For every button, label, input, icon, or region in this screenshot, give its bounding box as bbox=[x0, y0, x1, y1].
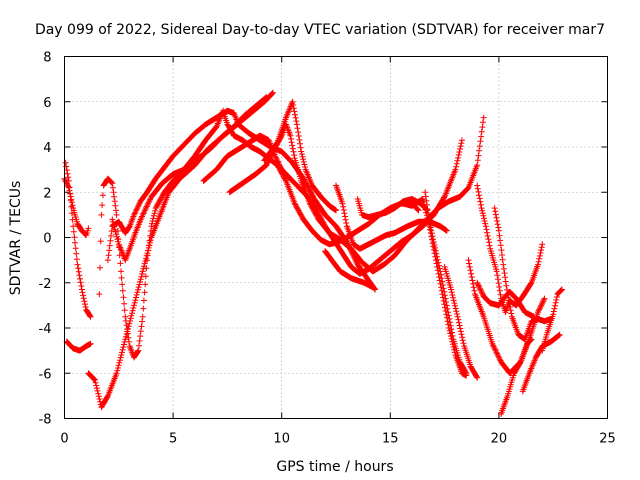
series-arc-15 bbox=[422, 189, 470, 377]
data-marks bbox=[61, 89, 565, 417]
x-tick-label: 20 bbox=[491, 432, 508, 447]
y-axis-label: SDTVAR / TECUs bbox=[8, 181, 24, 296]
x-tick-label: 0 bbox=[60, 432, 68, 447]
x-tick-label: 10 bbox=[273, 432, 290, 447]
y-tick-label: 6 bbox=[43, 96, 51, 111]
series-arc-21 bbox=[498, 336, 535, 417]
y-tick-label: -6 bbox=[39, 367, 52, 382]
plus-markers bbox=[491, 205, 554, 343]
plus-markers bbox=[63, 338, 94, 354]
series-arc-2 bbox=[62, 159, 94, 320]
plus-markers bbox=[498, 336, 535, 417]
y-tick-label: -2 bbox=[39, 277, 52, 292]
plus-markers bbox=[539, 286, 565, 354]
plus-markers bbox=[62, 159, 94, 320]
plot-frame bbox=[64, 56, 608, 419]
plus-markers bbox=[474, 279, 537, 320]
series-arc-19 bbox=[491, 205, 554, 343]
axis-ticks: 0 5 10 15 20 25 -8 -6 -4 -2 0 2 4 6 8 bbox=[39, 51, 616, 447]
series-arc-1 bbox=[61, 175, 92, 239]
series-arc-20 bbox=[474, 279, 537, 320]
plus-markers bbox=[474, 182, 546, 316]
y-tick-label: -8 bbox=[39, 413, 52, 428]
x-tick-label: 25 bbox=[599, 432, 616, 447]
plus-markers bbox=[261, 98, 339, 214]
plus-markers bbox=[61, 175, 92, 239]
plus-markers bbox=[441, 263, 481, 381]
y-tick-label: 4 bbox=[43, 141, 51, 156]
y-tick-label: 0 bbox=[43, 232, 51, 247]
series-arc-3 bbox=[63, 338, 94, 354]
plus-markers bbox=[322, 248, 376, 291]
series-arc-10 bbox=[261, 98, 339, 214]
series-arc-16 bbox=[441, 263, 481, 381]
series-arc-11 bbox=[322, 248, 376, 291]
y-tick-label: -4 bbox=[39, 322, 52, 337]
series-arc-18 bbox=[474, 182, 546, 316]
x-tick-label: 15 bbox=[382, 432, 399, 447]
plus-markers bbox=[85, 89, 276, 411]
x-axis-label: GPS time / hours bbox=[276, 459, 393, 475]
plus-markers bbox=[333, 182, 450, 252]
series-arc-12 bbox=[333, 182, 450, 252]
y-tick-label: 2 bbox=[43, 186, 51, 201]
plus-markers bbox=[422, 189, 470, 377]
y-tick-label: 8 bbox=[43, 51, 51, 66]
series-arc-23 bbox=[539, 286, 565, 354]
x-tick-label: 5 bbox=[169, 432, 177, 447]
chart-title: Day 099 of 2022, Sidereal Day-to-day VTE… bbox=[35, 22, 605, 38]
series-arc-4 bbox=[85, 89, 276, 411]
